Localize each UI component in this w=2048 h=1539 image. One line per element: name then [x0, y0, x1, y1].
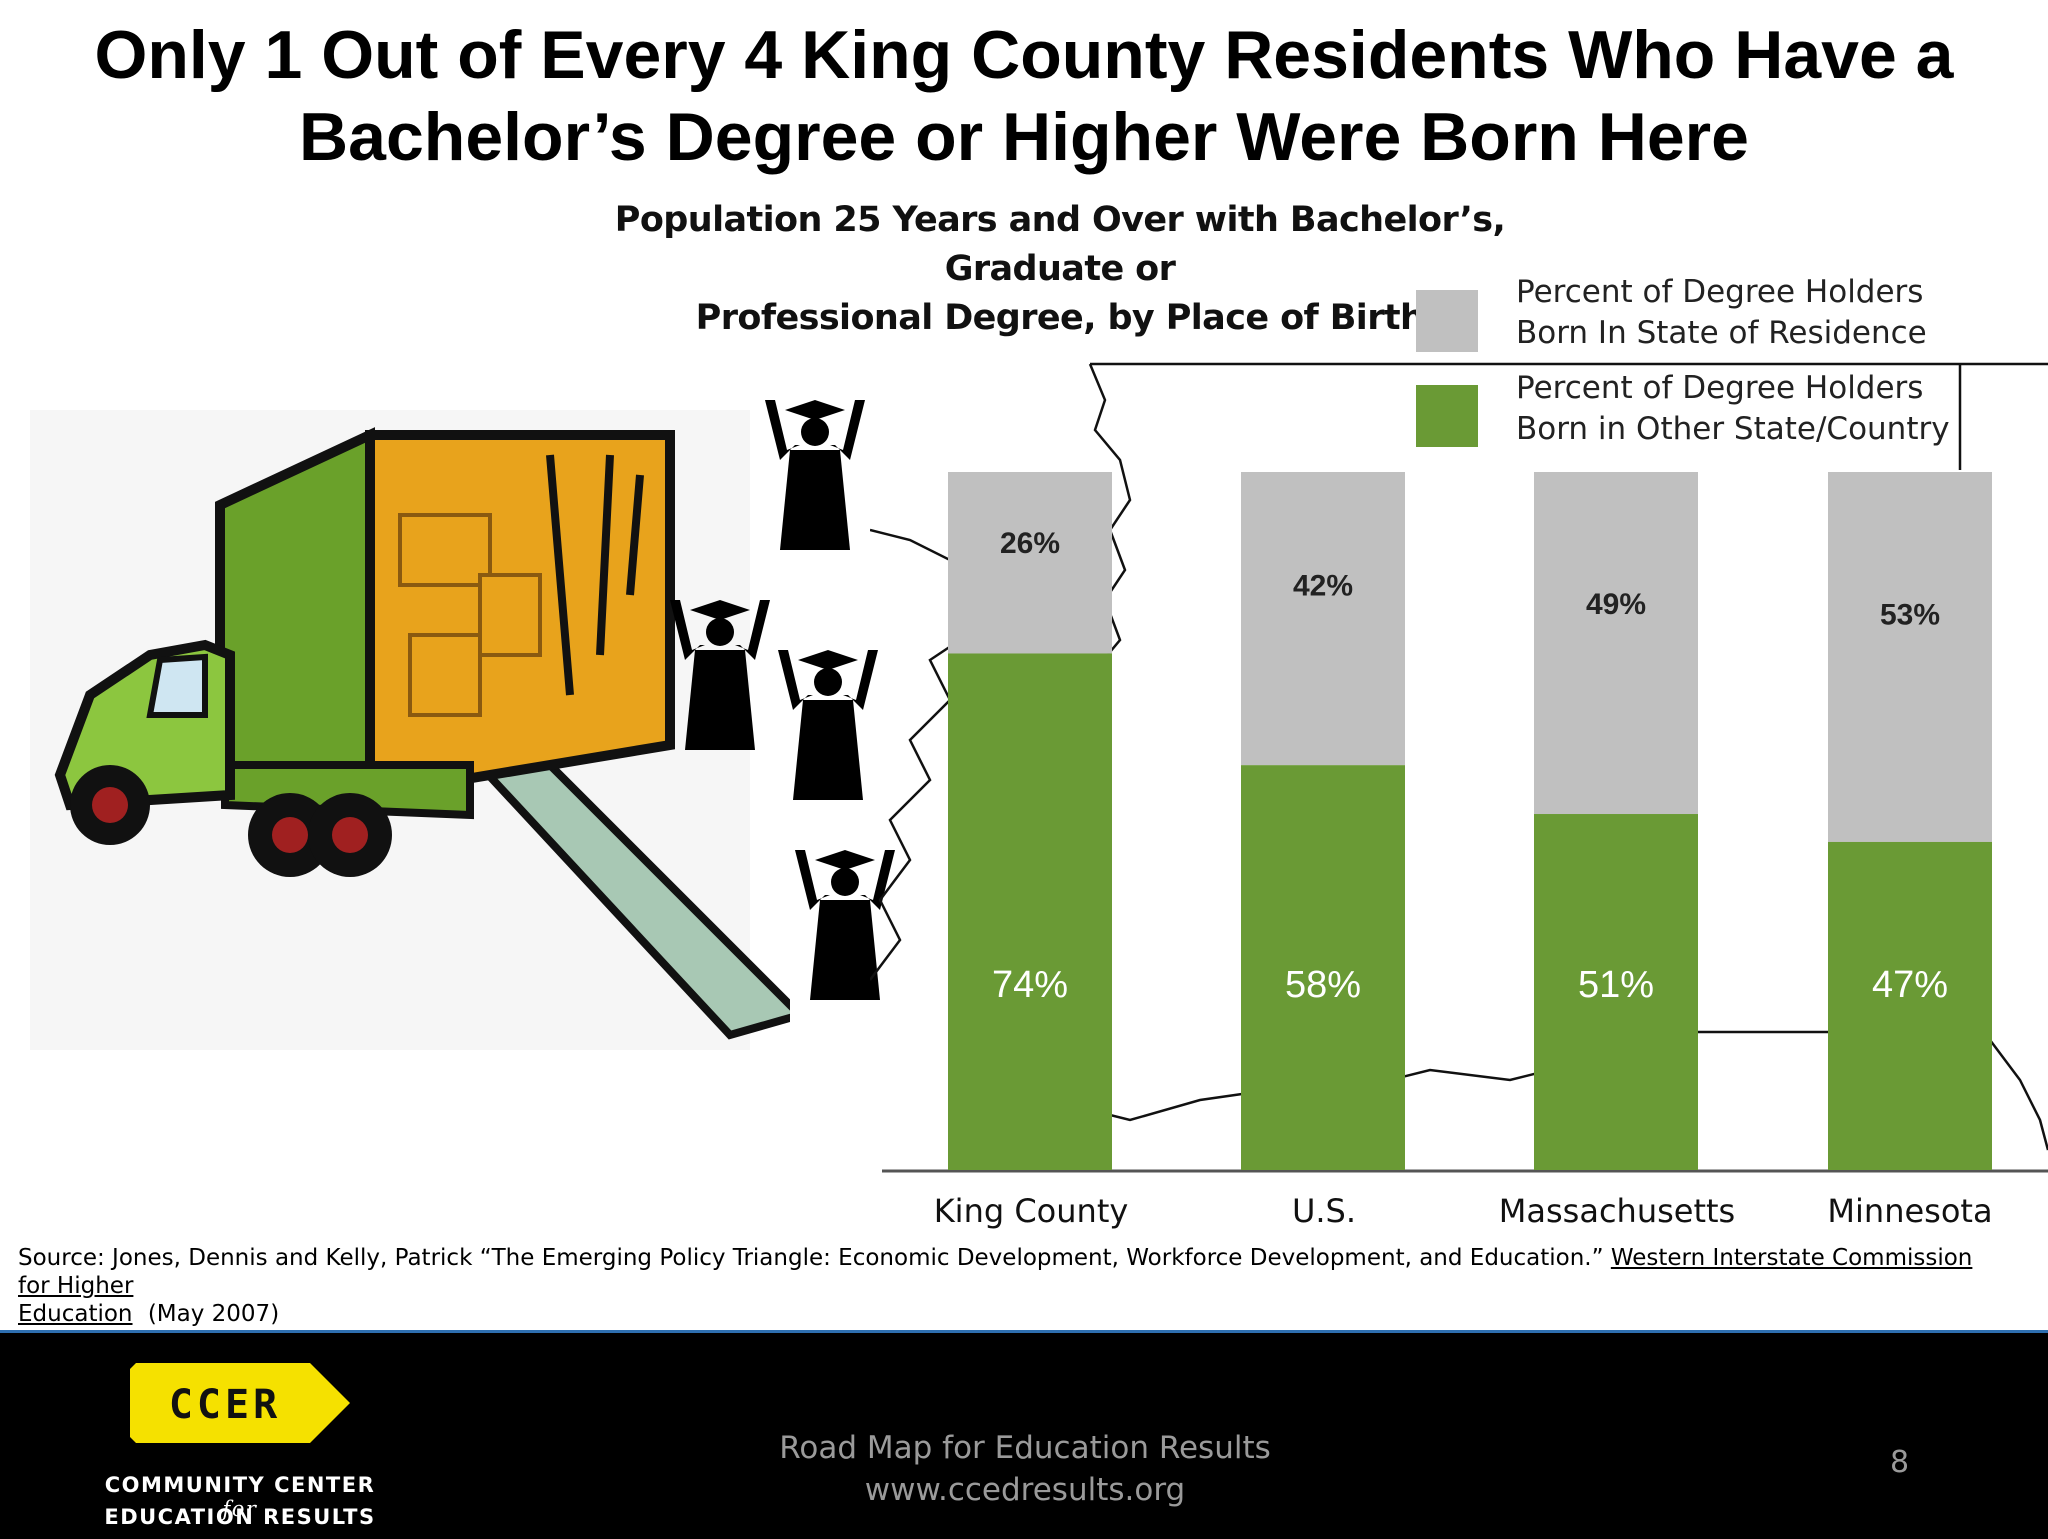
ccer-logo-tag-shape: CCER: [130, 1363, 350, 1443]
x-tick-label-us: U.S.: [1291, 1192, 1357, 1230]
legend-swatch-in-state: [1416, 290, 1478, 352]
x-tick-label-minnesota: Minnesota: [1827, 1192, 1993, 1230]
bar-in-state-king-county: [948, 472, 1112, 654]
ccer-logo-text: CCER: [169, 1382, 281, 1428]
legend-label-in-state: Percent of Degree Holders Born In State …: [1516, 274, 1927, 351]
legend-swatch-other-state: [1416, 385, 1478, 447]
bar-in-state-massachusetts: [1534, 472, 1698, 815]
org-name-line-2: EDUCATION RESULTS: [104, 1505, 376, 1529]
data-label-in-state-massachusetts: 49%: [1586, 588, 1646, 621]
page-number: 8: [1890, 1445, 1910, 1480]
bar-other-state-king-county: [948, 653, 1112, 1170]
source-citation: Source: Jones, Dennis and Kelly, Patrick…: [18, 1244, 2008, 1328]
bar-in-state-minnesota: [1828, 472, 1992, 842]
graduate-silhouettes-illustration: [670, 400, 895, 1000]
moving-truck-illustration: [30, 410, 790, 1050]
source-text: Source: Jones, Dennis and Kelly, Patrick…: [18, 1245, 1604, 1271]
data-label-in-state-u-s: 42%: [1293, 569, 1353, 602]
subtitle-line-2: Professional Degree, by Place of Birth: [695, 298, 1425, 338]
chart-subtitle: Population 25 Years and Over with Bachel…: [540, 196, 1580, 343]
footer-tagline: Road Map for Education Results www.ccedr…: [700, 1427, 1350, 1511]
bar-other-state-u-s: [1241, 765, 1405, 1170]
bar-in-state-u-s: [1241, 472, 1405, 766]
bar-other-state-minnesota: [1828, 841, 1992, 1170]
source-link-continued[interactable]: Education: [18, 1301, 133, 1327]
org-name-line-1: COMMUNITY CENTER for: [104, 1473, 376, 1521]
data-label-other-state-massachusetts: 51%: [1578, 964, 1654, 1006]
data-label-other-state-u-s: 58%: [1285, 964, 1361, 1006]
data-label-in-state-minnesota: 53%: [1880, 599, 1940, 632]
slide-footer: CCER COMMUNITY CENTER for EDUCATION RESU…: [0, 1330, 2048, 1539]
source-date: (May 2007): [147, 1301, 280, 1327]
data-label-in-state-king-county: 26%: [1000, 527, 1060, 560]
data-label-other-state-minnesota: 47%: [1872, 964, 1948, 1006]
title-line-2: Bachelor’s Degree or Higher Were Born He…: [299, 99, 1749, 175]
source-link[interactable]: Western Interstate Commission for Higher: [18, 1245, 1973, 1299]
x-tick-label-king-county: King County: [933, 1192, 1129, 1230]
data-label-other-state-king-county: 74%: [992, 964, 1068, 1006]
ccer-logo: CCER COMMUNITY CENTER for EDUCATION RESU…: [90, 1363, 390, 1533]
footer-line-1: Road Map for Education Results: [779, 1430, 1271, 1466]
subtitle-line-1: Population 25 Years and Over with Bachel…: [614, 200, 1506, 289]
legend-label-other-state: Percent of Degree Holders Born in Other …: [1516, 370, 1950, 447]
footer-website[interactable]: www.ccedresults.org: [864, 1472, 1186, 1508]
title-line-1: Only 1 Out of Every 4 King County Reside…: [94, 17, 1954, 93]
slide-title: Only 1 Out of Every 4 King County Reside…: [0, 14, 2048, 178]
bar-other-state-massachusetts: [1534, 814, 1698, 1170]
x-tick-label-massachusetts: Massachusetts: [1498, 1192, 1736, 1230]
